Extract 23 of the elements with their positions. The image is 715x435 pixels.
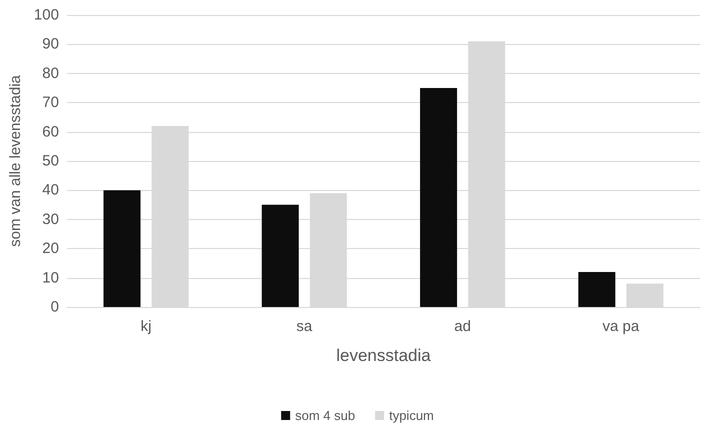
y-tick-label: 50 [42,152,59,170]
y-tick-label: 90 [42,36,59,53]
x-axis-title: levensstadia [336,346,432,365]
x-tick-label: sa [296,318,313,335]
y-tick-label: 10 [42,269,59,286]
y-axis-title: som van alle levensstadia [7,74,24,247]
x-tick-label: ad [454,318,471,335]
bar [104,190,141,307]
y-tick-label: 30 [42,210,59,228]
legend-label: som 4 sub [295,408,356,423]
y-tick-label: 70 [42,94,59,112]
y-tick-label: 80 [42,64,59,82]
bar [420,88,458,307]
y-tick-label: 60 [42,123,59,140]
x-tick-label: va pa [602,318,640,335]
y-tick-label: 20 [42,240,59,258]
y-tick-label: 0 [50,298,59,316]
y-tick-label: 100 [34,6,59,24]
legend-label: typicum [389,408,434,423]
x-tick-label: kj [140,318,152,335]
y-tick-label: 40 [42,182,59,199]
bar [578,272,616,307]
bar [262,204,299,307]
